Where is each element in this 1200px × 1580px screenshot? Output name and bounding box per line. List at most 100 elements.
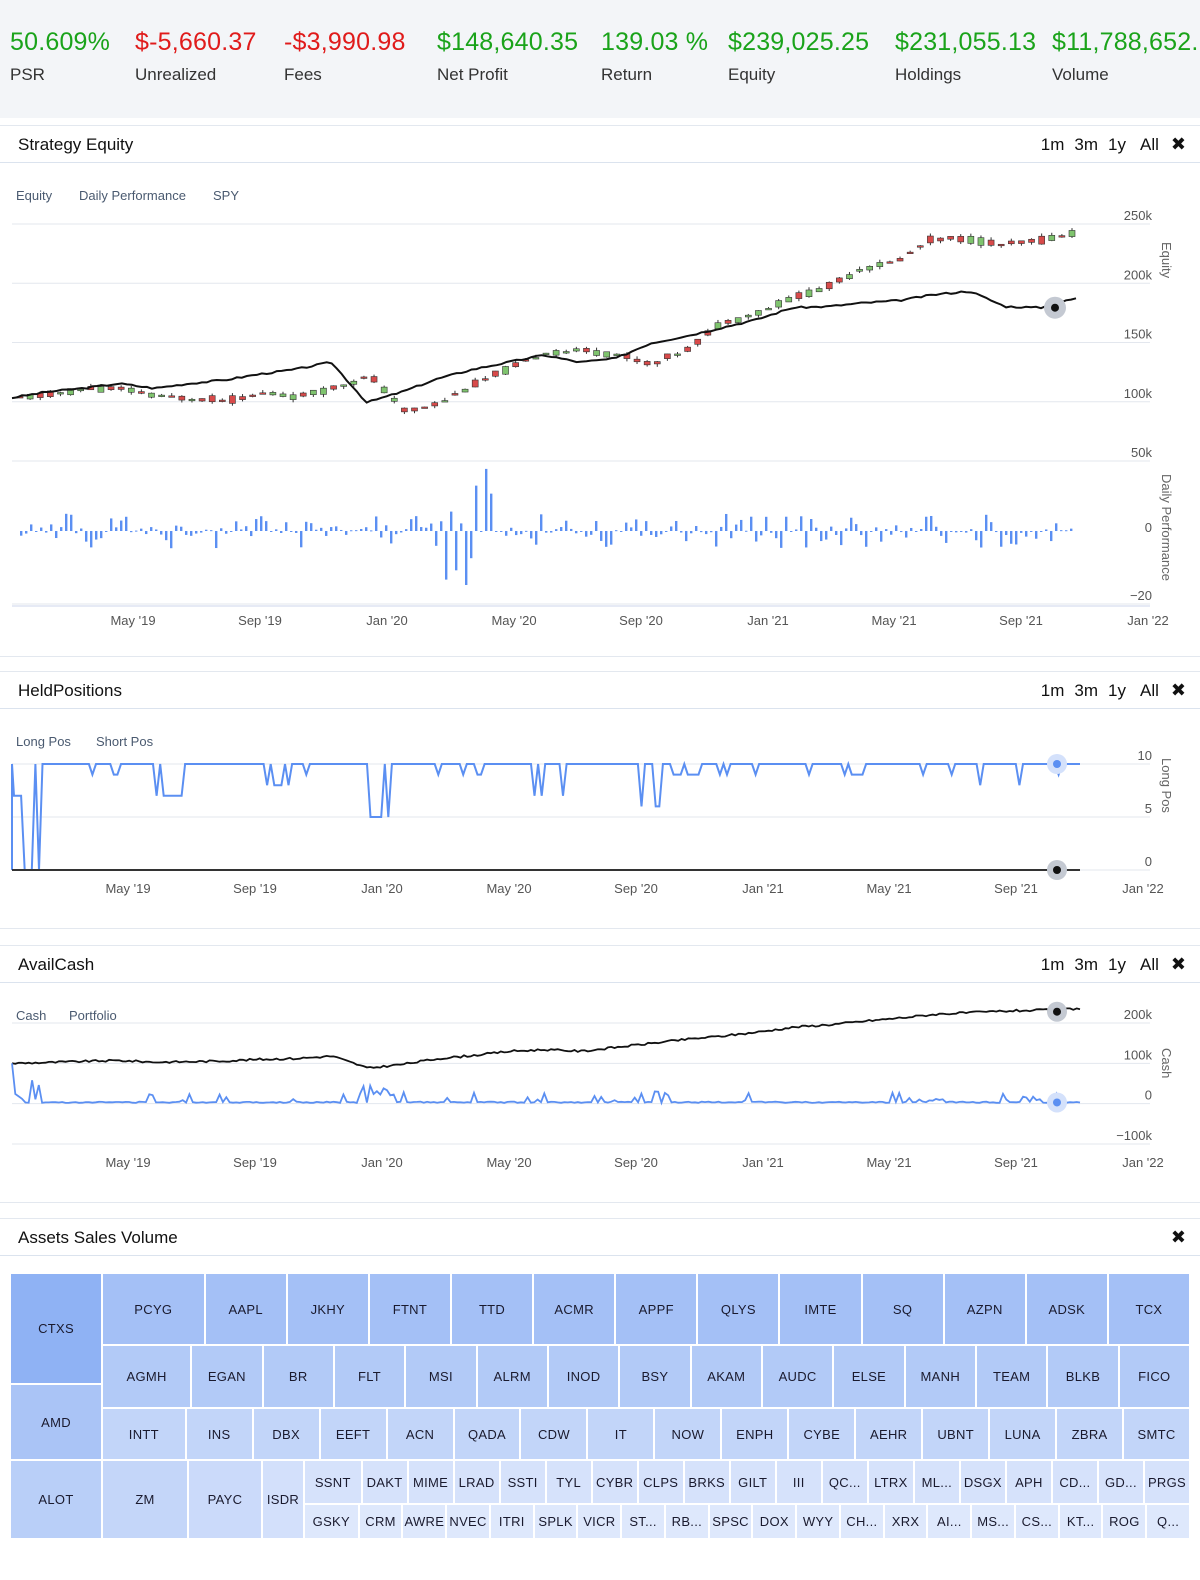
hover-marker[interactable] [1051,303,1059,312]
treemap-cell[interactable]: GSKY [304,1504,359,1539]
legend-daily-performance[interactable]: Daily Performance [79,188,186,203]
treemap-cell[interactable]: DAKT [361,1460,408,1504]
treemap-cell[interactable]: CDW [520,1408,588,1460]
treemap-cell[interactable]: DOX [752,1504,797,1539]
treemap-cell[interactable]: LRAD [453,1460,500,1504]
treemap-cell[interactable]: III [775,1460,822,1504]
close-icon[interactable]: ✖ [1170,134,1186,154]
treemap-cell[interactable]: PAYC [188,1460,262,1539]
treemap-cell[interactable]: ISDR [262,1460,304,1539]
treemap-cell[interactable]: WYY [796,1504,840,1539]
treemap-cell[interactable]: AWRE [402,1504,447,1539]
treemap-cell[interactable]: CRM [358,1504,403,1539]
treemap-cell[interactable]: PRGS [1143,1460,1190,1504]
legend-short-pos[interactable]: Short Pos [96,734,154,749]
treemap-cell[interactable]: SQ [861,1273,944,1345]
treemap-cell[interactable]: VICR [577,1504,622,1539]
treemap-cell[interactable]: UBNT [922,1408,990,1460]
legend-long-pos[interactable]: Long Pos [16,734,71,749]
treemap-cell[interactable]: ALOT [10,1460,102,1539]
treemap-cell[interactable]: ACN [386,1408,454,1460]
treemap-cell[interactable]: INS [185,1408,253,1460]
range-1m-button[interactable]: 1m [1040,955,1065,974]
treemap-cell[interactable]: Q... [1146,1504,1190,1539]
treemap-cell[interactable]: LTRX [867,1460,914,1504]
treemap-cell[interactable]: ROG [1102,1504,1147,1539]
close-icon[interactable]: ✖ [1170,954,1186,974]
treemap-cell[interactable]: IT [587,1408,655,1460]
legend-equity[interactable]: Equity [16,188,53,203]
range-3m-button[interactable]: 3m [1074,135,1099,154]
treemap-cell[interactable]: CD... [1051,1460,1098,1504]
treemap-cell[interactable]: CH... [839,1504,884,1539]
treemap-cell[interactable]: CYBR [591,1460,638,1504]
treemap-cell[interactable]: ZBRA [1056,1408,1124,1460]
treemap-cell[interactable]: ACMR [533,1273,616,1345]
treemap-cell[interactable]: TEAM [975,1345,1048,1408]
range-3m-button[interactable]: 3m [1074,681,1099,700]
range-3m-button[interactable]: 3m [1074,955,1099,974]
hover-marker[interactable] [1053,866,1061,874]
treemap-cell[interactable]: ML... [913,1460,960,1504]
treemap-cell[interactable]: SSTI [499,1460,546,1504]
treemap-cell[interactable]: GD... [1097,1460,1144,1504]
treemap-cell[interactable]: AAPL [204,1273,287,1345]
hover-marker[interactable] [1053,1098,1061,1107]
treemap-cell[interactable]: ZM [102,1460,188,1539]
treemap-cell[interactable]: AKAM [690,1345,762,1408]
treemap-cell[interactable]: GILT [729,1460,776,1504]
treemap-cell[interactable]: MIME [407,1460,454,1504]
range-all-button[interactable]: All [1140,955,1159,974]
treemap-cell[interactable]: ST... [621,1504,665,1539]
treemap-cell[interactable]: AEHR [855,1408,923,1460]
treemap-cell[interactable]: CTXS [10,1273,102,1384]
treemap-cell[interactable]: NOW [654,1408,722,1460]
hover-marker[interactable] [1053,1007,1061,1016]
legend-spy[interactable]: SPY [213,188,239,203]
treemap-cell[interactable]: BSY [619,1345,691,1408]
treemap-cell[interactable]: KT... [1058,1504,1103,1539]
treemap-cell[interactable]: EGAN [191,1345,263,1408]
treemap-cell[interactable]: XRX [883,1504,928,1539]
treemap-cell[interactable]: SPLK [533,1504,578,1539]
treemap-cell[interactable]: FLT [333,1345,406,1408]
legend-portfolio[interactable]: Portfolio [69,1008,117,1023]
treemap-cell[interactable]: ADSK [1025,1273,1108,1345]
treemap-cell[interactable]: ENPH [721,1408,789,1460]
treemap-cell[interactable]: SMTC [1123,1408,1190,1460]
treemap-cell[interactable]: AI... [927,1504,972,1539]
treemap-cell[interactable]: TTD [450,1273,534,1345]
treemap-cell[interactable]: AUDC [761,1345,834,1408]
treemap-cell[interactable]: BRKS [683,1460,730,1504]
range-all-button[interactable]: All [1140,135,1159,154]
treemap-cell[interactable]: MSI [405,1345,477,1408]
treemap-cell[interactable]: APPF [615,1273,698,1345]
treemap-cell[interactable]: BLKB [1047,1345,1119,1408]
treemap-cell[interactable]: DBX [252,1408,320,1460]
treemap-cell[interactable]: CLPS [637,1460,684,1504]
treemap-cell[interactable]: DSGX [959,1460,1006,1504]
treemap-cell[interactable]: INTT [102,1408,186,1460]
treemap-cell[interactable]: FTNT [368,1273,451,1345]
treemap-cell[interactable]: ELSE [833,1345,905,1408]
treemap-cell[interactable]: SSNT [304,1460,362,1504]
range-1y-button[interactable]: 1y [1108,135,1126,154]
hover-marker[interactable] [1053,760,1061,768]
treemap-cell[interactable]: AZPN [943,1273,1026,1345]
legend-cash[interactable]: Cash [16,1008,46,1023]
treemap-cell[interactable]: PCYG [102,1273,205,1345]
treemap-cell[interactable]: EEFT [319,1408,387,1460]
treemap-cell[interactable]: FICO [1118,1345,1190,1408]
treemap-cell[interactable]: QC... [821,1460,868,1504]
treemap-cell[interactable]: LUNA [989,1408,1057,1460]
range-1y-button[interactable]: 1y [1108,681,1126,700]
treemap-cell[interactable]: CS... [1014,1504,1059,1539]
treemap-cell[interactable]: MS... [971,1504,1015,1539]
close-icon[interactable]: ✖ [1170,1227,1186,1247]
treemap-cell[interactable]: ITRI [489,1504,534,1539]
treemap-cell[interactable]: QADA [453,1408,521,1460]
treemap-cell[interactable]: MANH [904,1345,976,1408]
treemap-cell[interactable]: NVEC [446,1504,490,1539]
treemap-cell[interactable]: IMTE [779,1273,862,1345]
treemap-cell[interactable]: APH [1005,1460,1052,1504]
